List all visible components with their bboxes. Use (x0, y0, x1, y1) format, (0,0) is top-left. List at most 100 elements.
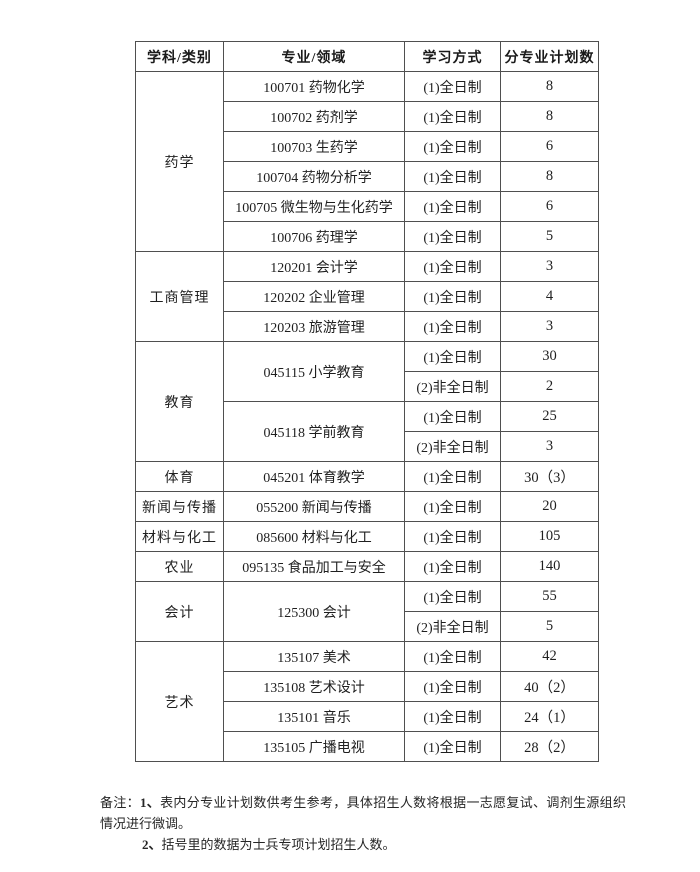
major-cell: 100701 药物化学 (223, 71, 405, 102)
study-mode-cell: (2)非全日制 (404, 611, 501, 642)
major-cell: 055200 新闻与传播 (223, 491, 405, 522)
footnote-2: 2、括号里的数据为士兵专项计划招生人数。 (100, 834, 626, 855)
footnote-1: 备注：1、表内分专业计划数供考生参考，具体招生人数将根据一志愿复试、调剂生源组织… (100, 792, 626, 834)
header-major: 专业/领域 (223, 41, 405, 72)
table-row: 新闻与传播 055200 新闻与传播 (1)全日制 20 (135, 491, 599, 522)
major-cell: 120202 企业管理 (223, 281, 405, 312)
table-row: 工商管理 120201 会计学 (1)全日制 3 (135, 251, 599, 342)
major-cell: 100705 微生物与生化药学 (223, 191, 405, 222)
major-cell: 045118 学前教育 (223, 401, 405, 462)
footnote-label: 备注： (100, 795, 140, 810)
study-mode-cell: (1)全日制 (404, 251, 501, 282)
major-cell: 135107 美术 (223, 641, 405, 672)
table-row: 135105 广播电视 (1)全日制 28（2） (136, 731, 599, 762)
category-cell: 农业 (135, 551, 224, 582)
category-cell: 教育 (135, 341, 224, 462)
major-cell: 120201 会计学 (223, 251, 405, 282)
plan-count-cell: 6 (500, 131, 599, 162)
major-cell: 045201 体育教学 (223, 461, 405, 492)
table-row: 药学 100701 药物化学 (1)全日制 8 (135, 71, 599, 252)
plan-count-cell: 55 (500, 581, 599, 612)
major-cell: 135105 广播电视 (223, 731, 405, 762)
study-mode-cell: (1)全日制 (404, 311, 501, 342)
footnote-1-number: 1、 (139, 795, 161, 810)
major-cell: 135101 音乐 (223, 701, 405, 732)
plan-count-cell: 3 (500, 431, 599, 462)
plan-count-cell: 24（1） (500, 701, 599, 732)
major-cell: 100703 生药学 (223, 131, 405, 162)
study-mode-cell: (1)全日制 (404, 131, 501, 162)
category-cell: 药学 (135, 71, 224, 252)
study-mode-cell: (1)全日制 (404, 671, 501, 702)
table-row: 135108 艺术设计 (1)全日制 40（2） (136, 671, 599, 702)
study-mode-cell: (1)全日制 (404, 521, 501, 552)
study-mode-cell: (1)全日制 (404, 221, 501, 252)
plan-count-cell: 5 (500, 221, 599, 252)
footnote-1-text: 表内分专业计划数供考生参考，具体招生人数将根据一志愿复试、调剂生源组织情况进行微… (100, 795, 626, 831)
plan-count-cell: 8 (500, 71, 599, 102)
table-row: 体育 045201 体育教学 (1)全日制 30（3） (135, 461, 599, 492)
study-mode-cell: (2)非全日制 (404, 371, 501, 402)
footnotes: 备注：1、表内分专业计划数供考生参考，具体招生人数将根据一志愿复试、调剂生源组织… (100, 792, 626, 855)
major-cell: 095135 食品加工与安全 (223, 551, 405, 582)
enrollment-table-container: 学科/类别 专业/领域 学习方式 分专业计划数 药学 100701 药物化学 (1)… (135, 41, 599, 762)
study-mode-cell: (1)全日制 (404, 581, 501, 612)
table-row: (2)非全日制 5 (136, 611, 599, 642)
category-cell: 新闻与传播 (135, 491, 224, 522)
plan-count-cell: 30 (500, 341, 599, 372)
category-cell: 工商管理 (135, 251, 224, 342)
major-cell: 120203 旅游管理 (223, 311, 405, 342)
study-mode-cell: (1)全日制 (404, 401, 501, 432)
study-mode-cell: (1)全日制 (404, 461, 501, 492)
major-cell: 100702 药剂学 (223, 101, 405, 132)
study-mode-cell: (1)全日制 (404, 71, 501, 102)
study-mode-cell: (1)全日制 (404, 551, 501, 582)
plan-count-cell: 8 (500, 101, 599, 132)
enrollment-table-body: 药学 100701 药物化学 (1)全日制 8 100702 药剂学 (1)全日制 8 100… (135, 71, 599, 762)
table-row: 100702 药剂学 (1)全日制 8 (136, 101, 599, 132)
study-mode-cell: (1)全日制 (404, 101, 501, 132)
major-cell: 100706 药理学 (223, 221, 405, 252)
header-category: 学科/类别 (135, 41, 224, 72)
category-cell: 体育 (135, 461, 224, 492)
table-row: 教育 045115 小学教育 (1)全日制 30 (135, 341, 599, 462)
table-row: 艺术 135107 美术 (1)全日制 42 (135, 641, 599, 762)
study-mode-cell: (1)全日制 (404, 281, 501, 312)
study-mode-cell: (2)非全日制 (404, 431, 501, 462)
plan-count-cell: 4 (500, 281, 599, 312)
category-cell: 艺术 (135, 641, 224, 762)
category-cell: 会计 (135, 581, 224, 642)
plan-count-cell: 2 (500, 371, 599, 402)
plan-count-cell: 25 (500, 401, 599, 432)
table-row: 100706 药理学 (1)全日制 5 (136, 221, 599, 252)
study-mode-cell: (1)全日制 (404, 701, 501, 732)
plan-count-cell: 140 (500, 551, 599, 582)
study-mode-cell: (1)全日制 (404, 731, 501, 762)
table-row: (2)非全日制 3 (136, 431, 599, 462)
table-row: 100705 微生物与生化药学 (1)全日制 6 (136, 191, 599, 222)
plan-count-cell: 20 (500, 491, 599, 522)
table-row: 会计 125300 会计 (1)全日制 55 (135, 581, 599, 642)
header-study-mode: 学习方式 (404, 41, 501, 72)
table-row: 农业 095135 食品加工与安全 (1)全日制 140 (135, 551, 599, 582)
plan-count-cell: 8 (500, 161, 599, 192)
category-cell: 材料与化工 (135, 521, 224, 552)
plan-count-cell: 5 (500, 611, 599, 642)
plan-count-cell: 3 (500, 311, 599, 342)
footnote-2-number: 2、 (142, 837, 162, 852)
study-mode-cell: (1)全日制 (404, 491, 501, 522)
major-cell: 045115 小学教育 (223, 341, 405, 402)
plan-count-cell: 28（2） (500, 731, 599, 762)
major-cell: 125300 会计 (223, 581, 405, 642)
enrollment-table: 学科/类别 专业/领域 学习方式 分专业计划数 药学 100701 药物化学 (1)… (135, 41, 599, 762)
header-plan-count: 分专业计划数 (500, 41, 599, 72)
plan-count-cell: 30（3） (500, 461, 599, 492)
study-mode-cell: (1)全日制 (404, 641, 501, 672)
plan-count-cell: 3 (500, 251, 599, 282)
plan-count-cell: 42 (500, 641, 599, 672)
table-row: 120203 旅游管理 (1)全日制 3 (136, 311, 599, 342)
table-row: 材料与化工 085600 材料与化工 (1)全日制 105 (135, 521, 599, 552)
table-row: 100704 药物分析学 (1)全日制 8 (136, 161, 599, 192)
plan-count-cell: 105 (500, 521, 599, 552)
